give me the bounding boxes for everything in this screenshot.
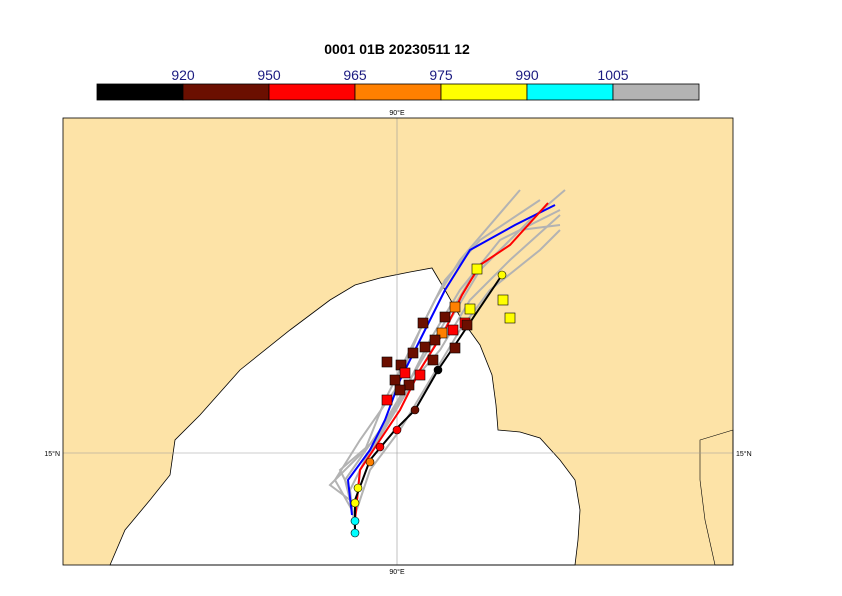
colorbar-swatch (268, 83, 356, 101)
track-blue (346, 204, 556, 516)
markers (350, 263, 516, 538)
colorbar-label: 975 (429, 67, 453, 83)
colorbar-swatch (96, 83, 184, 101)
colorbar-swatch (612, 83, 700, 101)
colorbar: 920 950 965 975 990 1005 (96, 67, 700, 101)
lat-label: 15°N (44, 450, 60, 458)
lon-label: 90°E (389, 109, 405, 117)
lat-label: 15°N (736, 450, 752, 458)
colorbar-label: 965 (343, 67, 367, 83)
colorbar-label: 1005 (597, 67, 628, 83)
colorbar-label: 920 (171, 67, 195, 83)
title: 0001 01B 20230511 12 (324, 41, 470, 57)
track-red (354, 202, 549, 521)
colorbar-swatch (526, 83, 614, 101)
lon-label: 90°E (389, 568, 405, 576)
map (62, 117, 734, 566)
colorbar-swatch (182, 83, 270, 101)
colorbar-label: 950 (257, 67, 281, 83)
colorbar-swatch (440, 83, 528, 101)
frame (62, 117, 734, 566)
colorbar-label: 990 (515, 67, 539, 83)
colorbar-swatch (354, 83, 442, 101)
